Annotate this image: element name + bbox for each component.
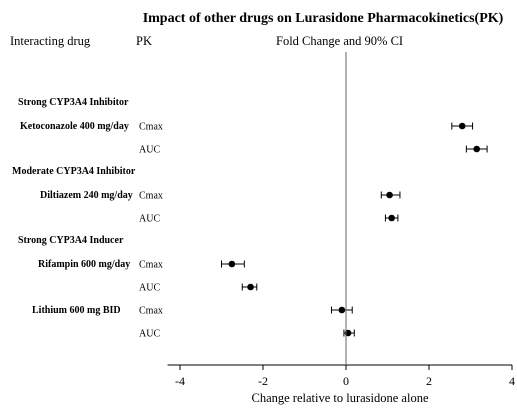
ci-mark xyxy=(465,145,488,153)
point-estimate xyxy=(388,214,395,222)
point-estimate xyxy=(338,306,346,314)
point-estimate xyxy=(247,283,254,291)
pk-label: AUC xyxy=(139,145,160,156)
ci-mark xyxy=(380,191,401,199)
ci-mark xyxy=(241,283,258,291)
pk-label: AUC xyxy=(139,214,160,225)
header-fold-change: Fold Change and 90% CI xyxy=(276,34,403,48)
chart-title: Impact of other drugs on Lurasidone Phar… xyxy=(143,11,504,26)
ci-mark xyxy=(343,329,355,337)
x-axis-label: Change relative to lurasidone alone xyxy=(251,391,428,405)
header-interacting-drug: Interacting drug xyxy=(10,34,91,48)
x-tick-label: -2 xyxy=(258,374,268,388)
ci-mark xyxy=(221,260,245,268)
x-tick-label: 4 xyxy=(509,374,515,388)
group-label-strong-inhibitor: Strong CYP3A4 Inhibitor xyxy=(18,97,129,108)
header-pk: PK xyxy=(136,34,152,48)
x-tick-label: 2 xyxy=(426,374,432,388)
drug-label-ketoconazole: Ketoconazole 400 mg/day xyxy=(20,121,129,132)
pk-labels: Cmax AUC Cmax AUC Cmax AUC Cmax AUC xyxy=(139,122,163,340)
group-label-moderate-inhibitor: Moderate CYP3A4 Inhibitor xyxy=(12,166,136,177)
group-label-strong-inducer: Strong CYP3A4 Inducer xyxy=(18,235,124,246)
pk-label: Cmax xyxy=(139,122,163,133)
drug-label-diltiazem: Diltiazem 240 mg/day xyxy=(40,190,133,201)
plot-marks xyxy=(221,122,488,337)
ci-mark xyxy=(384,214,399,222)
pk-label: Cmax xyxy=(139,191,163,202)
point-estimate xyxy=(458,122,466,130)
x-tick-label: 0 xyxy=(343,374,349,388)
pk-label: AUC xyxy=(139,329,160,340)
pk-label: Cmax xyxy=(139,260,163,271)
drug-label-lithium: Lithium 600 mg BID xyxy=(32,305,121,316)
ci-mark xyxy=(451,122,474,130)
point-estimate xyxy=(473,145,481,153)
pk-label: Cmax xyxy=(139,306,163,317)
ci-mark xyxy=(330,306,353,314)
x-tick-label: -4 xyxy=(175,374,185,388)
point-estimate xyxy=(386,191,393,199)
point-estimate xyxy=(228,260,236,268)
drug-label-rifampin: Rifampin 600 mg/day xyxy=(38,259,130,270)
pk-label: AUC xyxy=(139,283,160,294)
x-axis: -4 -2 0 2 4 xyxy=(167,52,515,388)
